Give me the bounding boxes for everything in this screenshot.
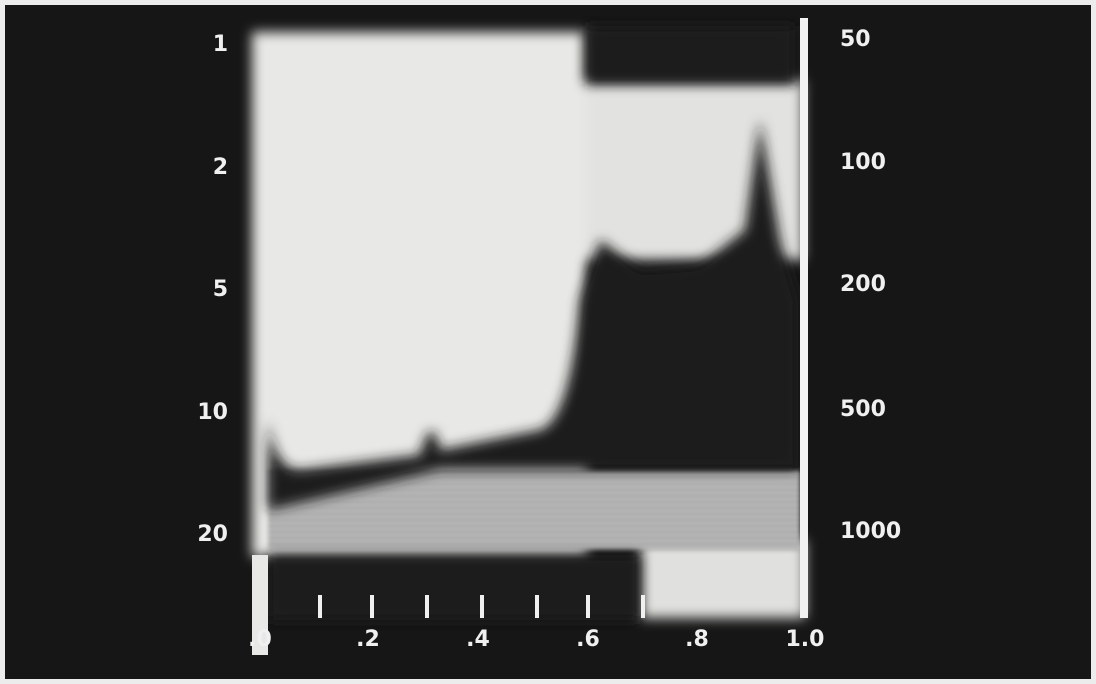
right-label: 200 xyxy=(840,272,886,297)
left-label: 1 xyxy=(213,32,228,57)
bottom-label: .8 xyxy=(685,627,709,652)
left-label: 2 xyxy=(213,155,228,180)
left-label: 10 xyxy=(197,400,228,425)
left-label: 5 xyxy=(213,277,228,302)
bottom-label: .6 xyxy=(576,627,600,652)
right-bar xyxy=(800,18,808,618)
right-label: 100 xyxy=(840,150,886,175)
right-label: 50 xyxy=(840,27,871,52)
bottom-label: .0 xyxy=(248,627,272,652)
bottom-label: 1.0 xyxy=(786,627,825,652)
bottom-label: .2 xyxy=(356,627,380,652)
right-label: 500 xyxy=(840,397,886,422)
display: 1 2 5 10 20 50 100 200 500 1000 .0 .2 .4 .6 .8 1.0 xyxy=(0,0,1096,684)
bottom-label: .4 xyxy=(466,627,490,652)
left-label: 20 xyxy=(197,522,228,547)
right-label: 1000 xyxy=(840,519,901,544)
